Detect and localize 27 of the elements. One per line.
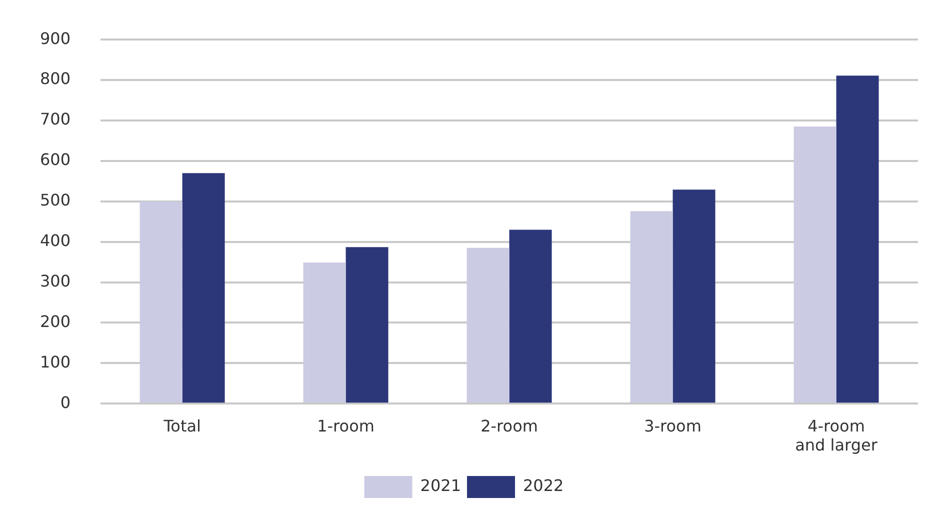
bar [140, 201, 182, 403]
legend-label: 2021 [420, 476, 461, 496]
y-tick-label: 300 [40, 271, 71, 290]
bar [346, 247, 388, 403]
x-tick-label: 2-room [480, 416, 538, 436]
bar [303, 262, 346, 403]
bar [466, 248, 510, 403]
y-tick-label: 0 [60, 392, 71, 412]
bar [794, 126, 836, 403]
bar [672, 190, 716, 403]
x-tick-label: 4-room and larger [795, 416, 878, 455]
y-tick-label: 600 [40, 150, 71, 170]
legend-label: 2022 [523, 476, 564, 496]
x-tick-label: 3-room [644, 416, 702, 436]
x-tick-label: Total [162, 416, 201, 436]
bar [182, 173, 225, 403]
y-tick-label: 200 [40, 312, 71, 331]
bar [509, 230, 552, 403]
bar [836, 76, 879, 403]
y-tick-label: 400 [40, 230, 71, 250]
y-tick-label: 800 [40, 69, 71, 88]
bar [630, 211, 673, 403]
y-tick-label: 500 [40, 190, 71, 210]
y-tick-label: 100 [40, 352, 71, 372]
x-tick-label: 1-room [317, 416, 374, 436]
y-tick-label: 900 [40, 28, 71, 48]
y-tick-label: 700 [40, 110, 71, 129]
